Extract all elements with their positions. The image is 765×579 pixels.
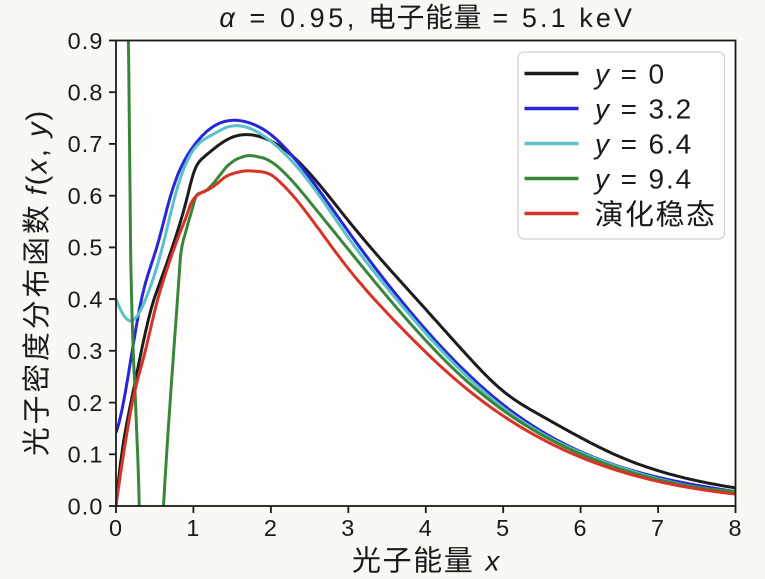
svg-text:0.1: 0.1 (68, 442, 104, 468)
svg-text:2: 2 (264, 515, 278, 541)
svg-text:x: x (483, 546, 500, 577)
svg-text:0.0: 0.0 (68, 493, 104, 519)
svg-text:6: 6 (574, 515, 588, 541)
svg-text:0.4: 0.4 (68, 286, 104, 312)
svg-text:y = 6.4: y = 6.4 (593, 129, 693, 160)
svg-text:3: 3 (341, 515, 355, 541)
svg-text:4: 4 (419, 515, 433, 541)
svg-text:0.8: 0.8 (68, 80, 104, 106)
svg-text:y = 0: y = 0 (593, 59, 666, 90)
svg-text:1: 1 (186, 515, 200, 541)
svg-text:0.3: 0.3 (68, 338, 104, 364)
svg-text:= 5.1 keV: = 5.1 keV (492, 3, 635, 33)
svg-text:y = 9.4: y = 9.4 (593, 164, 693, 195)
svg-text:f(x, y): f(x, y) (22, 109, 54, 196)
svg-text:5: 5 (496, 515, 510, 541)
svg-text:7: 7 (651, 515, 665, 541)
svg-text:0: 0 (109, 515, 123, 541)
svg-text:α = 0.95,: α = 0.95, (219, 3, 358, 33)
svg-text:0.5: 0.5 (68, 235, 104, 261)
svg-text:8: 8 (728, 515, 742, 541)
svg-text:0.9: 0.9 (68, 28, 104, 54)
svg-text:y = 3.2: y = 3.2 (593, 94, 693, 125)
svg-text:0.2: 0.2 (68, 390, 104, 416)
svg-text:0.6: 0.6 (68, 183, 104, 209)
svg-text:0.7: 0.7 (68, 131, 104, 157)
